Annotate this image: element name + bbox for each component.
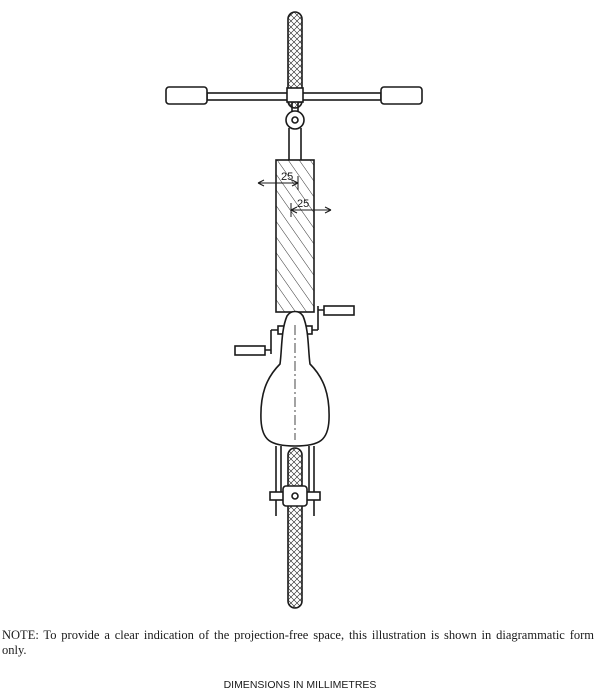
dimension-label-1: 25	[281, 171, 293, 183]
rear-wheel	[287, 447, 303, 609]
rear-hub	[282, 485, 308, 507]
saddle	[260, 310, 330, 447]
dimension-label-2: 25	[297, 198, 309, 210]
stem	[285, 102, 305, 160]
right-pedal	[323, 305, 355, 316]
dimension-1: 25	[257, 171, 299, 190]
left-pedal	[234, 345, 266, 356]
bicycle-top-view-diagram: 25 25	[165, 11, 423, 609]
units-label: DIMENSIONS IN MILLIMETRES	[223, 679, 377, 691]
right-grip	[380, 86, 423, 105]
handlebar	[165, 86, 423, 105]
front-wheel	[287, 11, 303, 109]
left-grip	[165, 86, 208, 105]
dimension-2: 25	[290, 198, 332, 217]
projection-free-zone	[275, 159, 315, 313]
diagram-note: NOTE: To provide a clear indication of t…	[2, 628, 594, 657]
